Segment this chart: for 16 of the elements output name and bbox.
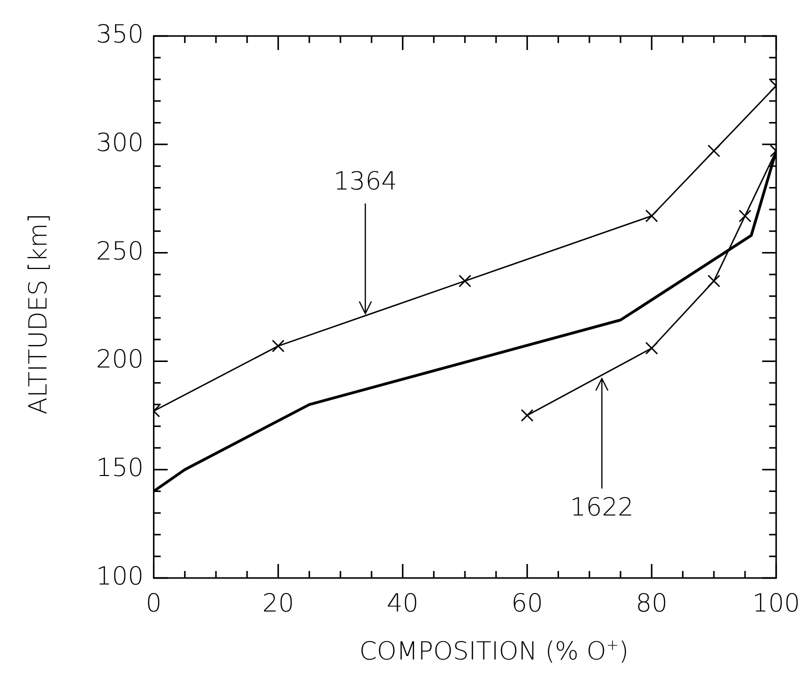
y-tick-label: 250: [96, 236, 144, 266]
x-tick-label: 80: [636, 588, 668, 618]
y-tick-label: 150: [96, 453, 144, 482]
x-axis-title: COMPOSITION (% O$^{+}$): [358, 636, 630, 666]
x-tick-label: 0: [146, 588, 162, 618]
y-tick-label: 300: [96, 128, 144, 157]
annotation: 1622: [570, 492, 634, 522]
annotation: 1364: [334, 166, 398, 196]
x-tick-label: 60: [511, 588, 544, 618]
x-tick-label: 40: [386, 588, 419, 618]
y-tick-label: 100: [96, 562, 144, 590]
x-tick-label: 20: [262, 588, 294, 618]
y-tick-label: 200: [96, 344, 144, 374]
x-tick-label: 100: [752, 588, 800, 618]
y-tick-label: 350: [96, 20, 144, 48]
y-axis-title: ALTITUDES [km]: [24, 213, 52, 415]
